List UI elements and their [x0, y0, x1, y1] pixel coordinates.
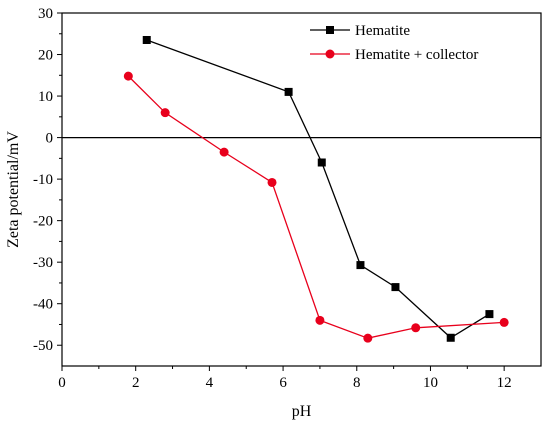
y-tick-label: -10 — [33, 172, 53, 188]
legend-marker — [326, 26, 334, 34]
y-tick-label: -30 — [33, 255, 53, 271]
data-point — [123, 71, 133, 81]
y-tick-label: -50 — [33, 338, 53, 354]
data-point — [142, 35, 151, 44]
legend-marker — [325, 49, 335, 59]
y-tick-label: 30 — [38, 6, 53, 22]
data-point — [160, 108, 170, 118]
y-tick-label: -40 — [33, 297, 53, 313]
series-line — [146, 39, 490, 339]
series-line — [127, 75, 505, 339]
data-point — [219, 147, 229, 157]
plot-frame — [61, 12, 542, 367]
data-point — [485, 310, 494, 319]
data-point — [267, 177, 277, 187]
data-point — [363, 333, 373, 343]
x-tick-label: 6 — [279, 375, 287, 391]
x-tick-label: 10 — [423, 375, 438, 391]
x-tick-label: 2 — [132, 375, 140, 391]
data-point — [356, 261, 365, 270]
x-tick-label: 0 — [58, 375, 66, 391]
y-axis-label: Zeta potential/mV — [5, 131, 22, 248]
data-point — [446, 333, 455, 342]
y-tick-label: 20 — [38, 48, 53, 64]
series-0 — [142, 35, 494, 342]
legend-label: Hematite + collector — [355, 47, 478, 63]
data-point — [391, 283, 400, 292]
data-point — [284, 87, 293, 96]
x-tick-label: 12 — [497, 375, 512, 391]
x-axis-label: pH — [292, 403, 312, 420]
data-point — [317, 158, 326, 167]
data-point — [411, 323, 421, 333]
y-tick-label: 0 — [46, 131, 54, 147]
data-point — [315, 315, 325, 325]
x-tick-label: 4 — [206, 375, 214, 391]
x-tick-label: 8 — [353, 375, 361, 391]
y-tick-label: 10 — [38, 89, 53, 105]
data-point — [499, 317, 509, 327]
series-1 — [123, 71, 509, 343]
y-tick-label: -20 — [33, 214, 53, 230]
legend-label: Hematite — [355, 23, 410, 39]
